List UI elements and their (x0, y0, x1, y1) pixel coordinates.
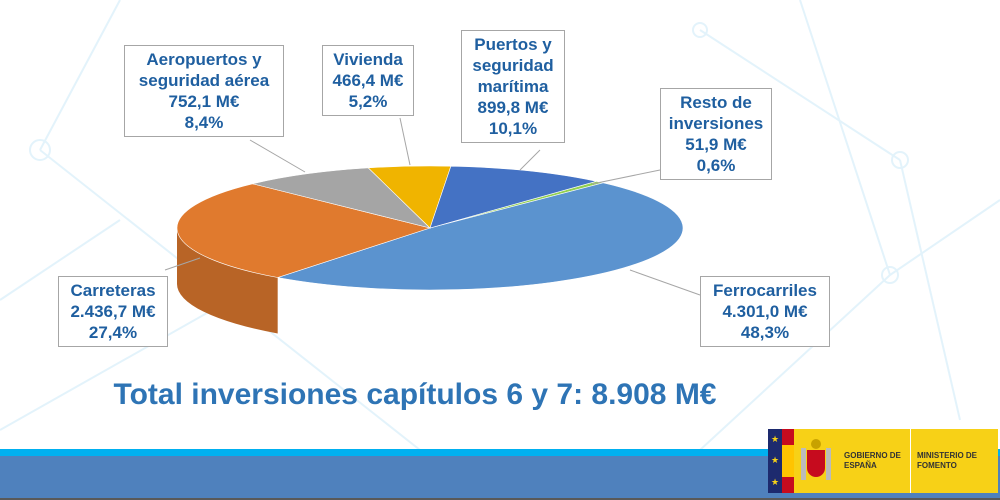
slice-carreteras (176, 183, 432, 278)
eu-stars-icon: ★ ★ ★ (768, 429, 782, 493)
pie-chart (164, 117, 701, 334)
chart-title: Total inversiones capítulos 6 y 7: 8.908… (113, 378, 717, 411)
label-percent: 48,3% (740, 323, 790, 342)
label-name-1: Resto de (680, 93, 752, 112)
label-value: 752,1 M€ (168, 92, 240, 111)
footer-stripe (0, 449, 1000, 456)
label-name-1: Aeropuertos y (146, 50, 262, 69)
leader-resto (591, 169, 661, 185)
slice-aeropuertos (252, 167, 432, 229)
leader-puertos (519, 149, 541, 171)
label-percent: 0,6% (696, 156, 736, 175)
label-value: 466,4 M€ (332, 71, 404, 90)
label-name-2: inversiones (668, 114, 764, 133)
leader-ferro (629, 269, 701, 296)
leader-carreteras (164, 257, 201, 271)
label-name: Ferrocarriles (713, 281, 817, 300)
label-name-1: Puertos y (474, 35, 552, 54)
leader-vivienda (399, 117, 411, 166)
label-name-2: seguridad (472, 56, 554, 75)
label-percent: 8,4% (184, 113, 224, 132)
label-value: 51,9 M€ (685, 135, 747, 154)
slice-side-carreteras (177, 228, 278, 334)
label-value: 899,8 M€ (477, 98, 549, 117)
label-value: 2.436,7 M€ (70, 302, 156, 321)
coat-of-arms-icon (794, 429, 838, 493)
label-name-2: seguridad aérea (138, 71, 270, 90)
label-carreteras: Carreteras 2.436,7 M€ 27,4% (58, 276, 168, 347)
label-value: 4.301,0 M€ (722, 302, 808, 321)
label-name-3: marítima (477, 77, 549, 96)
label-puertos: Puertos y seguridad marítima 899,8 M€ 10… (461, 30, 565, 143)
label-percent: 27,4% (88, 323, 138, 342)
label-resto: Resto de inversiones 51,9 M€ 0,6% (660, 88, 772, 180)
slice-ferrocarriles (277, 182, 684, 291)
label-vivienda: Vivienda 466,4 M€ 5,2% (322, 45, 414, 116)
government-logo: ★ ★ ★ GOBIERNO DE ESPAÑA MINISTERIO DE FOM… (768, 429, 998, 493)
label-percent: 5,2% (348, 92, 388, 111)
label-name: Carreteras (70, 281, 156, 300)
spain-flag-icon (782, 429, 794, 493)
slice-puertos (429, 165, 597, 229)
label-name: Vivienda (333, 50, 403, 69)
leader-aeropuertos (249, 139, 306, 173)
label-aeropuertos: Aeropuertos y seguridad aérea 752,1 M€ 8… (124, 45, 284, 137)
gov-text: GOBIERNO DE ESPAÑA (844, 451, 901, 470)
label-percent: 10,1% (488, 119, 538, 138)
ministry-text: MINISTERIO DE FOMENTO (917, 451, 978, 470)
label-ferrocarriles: Ferrocarriles 4.301,0 M€ 48,3% (700, 276, 830, 347)
footer-line (0, 498, 1000, 500)
